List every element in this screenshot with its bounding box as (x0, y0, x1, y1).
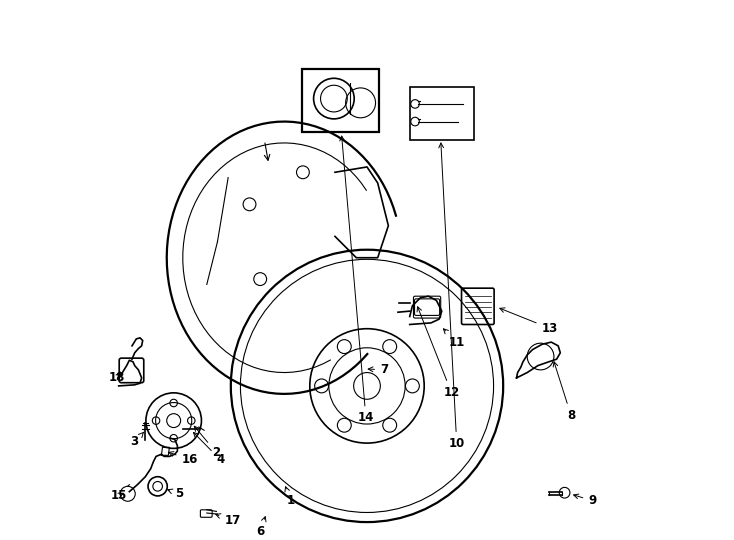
Text: 10: 10 (439, 143, 465, 450)
Circle shape (354, 373, 380, 399)
Text: 17: 17 (216, 514, 241, 527)
Text: 1: 1 (285, 487, 294, 507)
Text: 8: 8 (553, 362, 575, 422)
Bar (302, 69, 379, 132)
Text: 3: 3 (131, 433, 144, 449)
Text: 2: 2 (195, 426, 220, 459)
Text: 9: 9 (574, 494, 597, 507)
Text: 4: 4 (194, 433, 225, 466)
Text: 16: 16 (169, 451, 198, 466)
Text: 15: 15 (111, 489, 127, 502)
Text: 12: 12 (417, 307, 459, 399)
Text: 6: 6 (256, 517, 266, 538)
Bar (410, 87, 474, 140)
Text: 13: 13 (500, 308, 558, 335)
Text: 7: 7 (368, 363, 388, 376)
Text: 5: 5 (167, 487, 184, 500)
Text: 18: 18 (109, 372, 126, 384)
Text: 14: 14 (340, 136, 374, 424)
Text: 11: 11 (443, 329, 465, 349)
